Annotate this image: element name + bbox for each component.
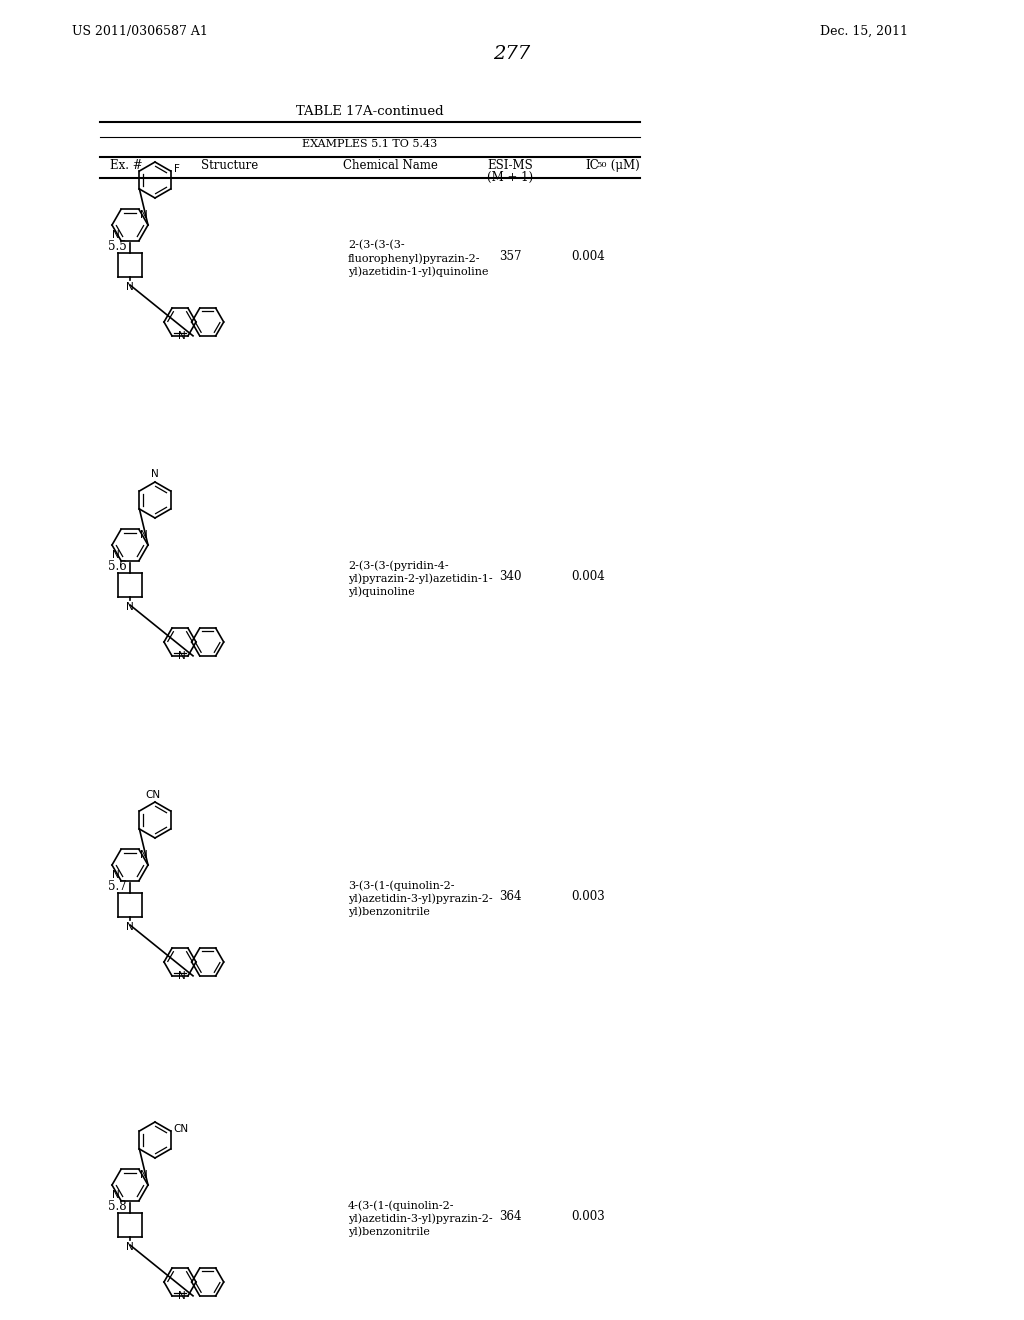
Text: 364: 364 <box>499 1210 521 1224</box>
Text: 5.5: 5.5 <box>108 240 127 253</box>
Text: N: N <box>178 651 186 661</box>
Text: TABLE 17A-continued: TABLE 17A-continued <box>296 106 443 117</box>
Text: N: N <box>140 850 147 861</box>
Text: Ex. #: Ex. # <box>110 158 142 172</box>
Text: Chemical Name: Chemical Name <box>343 158 437 172</box>
Text: yl)benzonitrile: yl)benzonitrile <box>348 1226 430 1237</box>
Text: yl)azetidin-3-yl)pyrazin-2-: yl)azetidin-3-yl)pyrazin-2- <box>348 894 493 904</box>
Text: N: N <box>113 870 120 879</box>
Text: N: N <box>126 602 134 612</box>
Text: N: N <box>113 230 120 240</box>
Text: F: F <box>174 164 179 174</box>
Text: N: N <box>126 282 134 292</box>
Text: IC: IC <box>585 158 599 172</box>
Text: N: N <box>140 531 147 540</box>
Text: 364: 364 <box>499 890 521 903</box>
Text: N: N <box>178 970 186 981</box>
Text: yl)quinoline: yl)quinoline <box>348 586 415 597</box>
Text: EXAMPLES 5.1 TO 5.43: EXAMPLES 5.1 TO 5.43 <box>302 139 437 149</box>
Text: N: N <box>126 1242 134 1251</box>
Text: ESI-MS: ESI-MS <box>487 158 532 172</box>
Text: N: N <box>178 1291 186 1300</box>
Text: 0.003: 0.003 <box>571 1210 605 1224</box>
Text: Structure: Structure <box>202 158 259 172</box>
Text: yl)azetidin-3-yl)pyrazin-2-: yl)azetidin-3-yl)pyrazin-2- <box>348 1213 493 1224</box>
Text: CN: CN <box>145 789 161 800</box>
Text: N: N <box>126 921 134 932</box>
Text: 2-(3-(3-(3-: 2-(3-(3-(3- <box>348 240 404 251</box>
Text: 277: 277 <box>494 45 530 63</box>
Text: (μM): (μM) <box>607 158 640 172</box>
Text: yl)pyrazin-2-yl)azetidin-1-: yl)pyrazin-2-yl)azetidin-1- <box>348 573 493 583</box>
Text: 0.004: 0.004 <box>571 570 605 583</box>
Text: 5.8: 5.8 <box>108 1200 127 1213</box>
Text: Dec. 15, 2011: Dec. 15, 2011 <box>820 25 908 38</box>
Text: 2-(3-(3-(pyridin-4-: 2-(3-(3-(pyridin-4- <box>348 560 449 570</box>
Text: 0.003: 0.003 <box>571 890 605 903</box>
Text: 3-(3-(1-(quinolin-2-: 3-(3-(1-(quinolin-2- <box>348 880 455 891</box>
Text: 340: 340 <box>499 570 521 583</box>
Text: 5.6: 5.6 <box>108 560 127 573</box>
Text: 357: 357 <box>499 249 521 263</box>
Text: N: N <box>152 469 159 479</box>
Text: yl)azetidin-1-yl)quinoline: yl)azetidin-1-yl)quinoline <box>348 267 488 277</box>
Text: N: N <box>113 1189 120 1200</box>
Text: N: N <box>140 1171 147 1180</box>
Text: 5.7: 5.7 <box>108 880 127 894</box>
Text: US 2011/0306587 A1: US 2011/0306587 A1 <box>72 25 208 38</box>
Text: (M + 1): (M + 1) <box>487 172 534 183</box>
Text: fluorophenyl)pyrazin-2-: fluorophenyl)pyrazin-2- <box>348 253 480 264</box>
Text: N: N <box>178 331 186 341</box>
Text: 50: 50 <box>596 161 606 169</box>
Text: yl)benzonitrile: yl)benzonitrile <box>348 906 430 916</box>
Text: 0.004: 0.004 <box>571 249 605 263</box>
Text: N: N <box>140 210 147 220</box>
Text: N: N <box>113 549 120 560</box>
Text: 4-(3-(1-(quinolin-2-: 4-(3-(1-(quinolin-2- <box>348 1200 455 1210</box>
Text: CN: CN <box>174 1125 188 1134</box>
